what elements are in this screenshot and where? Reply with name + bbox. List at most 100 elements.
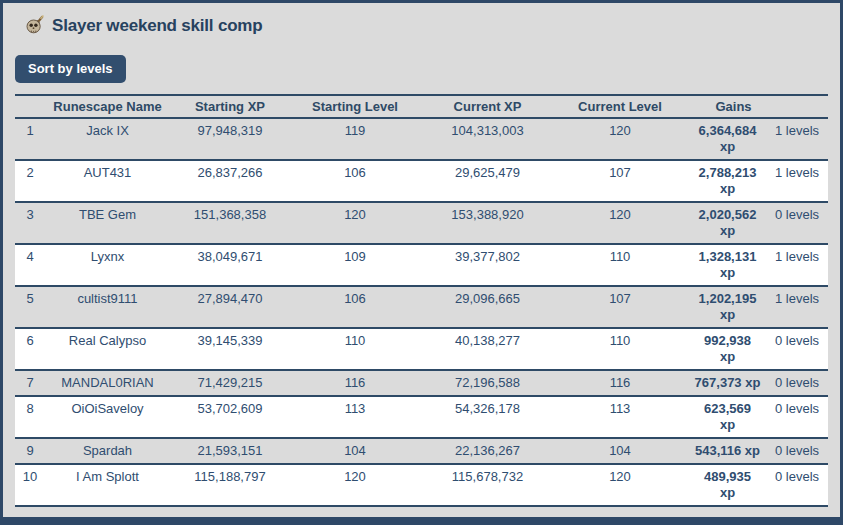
- starting-xp-cell: 71,429,215: [170, 370, 290, 396]
- table-row: 3 TBE Gem 151,368,358 120 153,388,920 12…: [15, 202, 828, 244]
- current-level-cell: 113: [555, 396, 685, 438]
- gains-xp-value: 6,364,684 xp: [687, 123, 768, 155]
- rank-cell: 7: [15, 370, 45, 396]
- gains-cell: 623,569 xp 0 levels: [685, 396, 828, 438]
- slayer-skill-icon: [25, 14, 45, 38]
- gains-cell: 1,202,195 xp 1 levels: [685, 286, 828, 328]
- column-header-rank: [15, 95, 45, 118]
- player-name-cell: MANDAL0RIAN: [45, 370, 170, 396]
- table-row: 1 Jack IX 97,948,319 119 104,313,003 120…: [15, 118, 828, 160]
- page-header: Slayer weekend skill comp: [3, 3, 840, 38]
- current-xp-cell: 54,326,178: [420, 396, 555, 438]
- column-header-gains: Gains: [685, 95, 828, 118]
- toolbar: Sort by levels: [3, 38, 840, 85]
- starting-level-cell: 106: [290, 286, 420, 328]
- rank-cell: 5: [15, 286, 45, 328]
- current-xp-cell: 40,138,277: [420, 328, 555, 370]
- current-level-cell: 120: [555, 118, 685, 160]
- player-name-cell: Real Calypso: [45, 328, 170, 370]
- gains-levels-value: 0 levels: [768, 375, 826, 391]
- player-name-cell: TBE Gem: [45, 202, 170, 244]
- gains-xp-value: 767,373 xp: [687, 375, 768, 391]
- player-name-cell: Jack IX: [45, 118, 170, 160]
- gains-xp-value: 623,569 xp: [687, 401, 768, 433]
- current-level-cell: 104: [555, 438, 685, 464]
- gains-levels-value: 1 levels: [768, 249, 826, 265]
- starting-xp-cell: 39,145,339: [170, 328, 290, 370]
- current-level-cell: 110: [555, 244, 685, 286]
- gains-levels-value: 0 levels: [768, 443, 826, 459]
- rank-cell: 8: [15, 396, 45, 438]
- current-level-cell: 120: [555, 202, 685, 244]
- starting-xp-cell: 97,948,319: [170, 118, 290, 160]
- starting-xp-cell: 27,894,470: [170, 286, 290, 328]
- table-header: Runescape Name Starting XP Starting Leve…: [15, 95, 828, 118]
- current-level-cell: 116: [555, 370, 685, 396]
- current-xp-cell: 39,377,802: [420, 244, 555, 286]
- table-row: 2 AUT431 26,837,266 106 29,625,479 107 2…: [15, 160, 828, 202]
- gains-levels-value: 1 levels: [768, 165, 826, 181]
- table-row: 4 Lyxnx 38,049,671 109 39,377,802 110 1,…: [15, 244, 828, 286]
- current-level-cell: 120: [555, 464, 685, 506]
- starting-xp-cell: 26,837,266: [170, 160, 290, 202]
- gains-cell: 767,373 xp 0 levels: [685, 370, 828, 396]
- starting-level-cell: 120: [290, 464, 420, 506]
- table-row: 6 Real Calypso 39,145,339 110 40,138,277…: [15, 328, 828, 370]
- gains-xp-value: 1,328,131 xp: [687, 249, 768, 281]
- player-name-cell: I Am Splott: [45, 464, 170, 506]
- starting-level-cell: 106: [290, 160, 420, 202]
- gains-cell: 489,935 xp 0 levels: [685, 464, 828, 506]
- gains-levels-value: 1 levels: [768, 123, 826, 139]
- starting-level-cell: 119: [290, 118, 420, 160]
- current-xp-cell: 115,678,732: [420, 464, 555, 506]
- current-xp-cell: 22,136,267: [420, 438, 555, 464]
- gains-cell: 992,938 xp 0 levels: [685, 328, 828, 370]
- starting-level-cell: 120: [290, 202, 420, 244]
- gains-xp-value: 489,935 xp: [687, 469, 768, 501]
- starting-level-cell: 104: [290, 438, 420, 464]
- rank-cell: 10: [15, 464, 45, 506]
- gains-levels-value: 0 levels: [768, 207, 826, 223]
- starting-xp-cell: 38,049,671: [170, 244, 290, 286]
- gains-cell: 543,116 xp 0 levels: [685, 438, 828, 464]
- gains-cell: 2,788,213 xp 1 levels: [685, 160, 828, 202]
- player-name-cell: cultist9111: [45, 286, 170, 328]
- table-row: 7 MANDAL0RIAN 71,429,215 116 72,196,588 …: [15, 370, 828, 396]
- gains-xp-value: 1,202,195 xp: [687, 291, 768, 323]
- gains-cell: 1,328,131 xp 1 levels: [685, 244, 828, 286]
- column-header-starting-level: Starting Level: [290, 95, 420, 118]
- table-body: 1 Jack IX 97,948,319 119 104,313,003 120…: [15, 118, 828, 506]
- sort-by-levels-button[interactable]: Sort by levels: [15, 55, 126, 83]
- gains-xp-value: 543,116 xp: [687, 443, 768, 459]
- table-row: 5 cultist9111 27,894,470 106 29,096,665 …: [15, 286, 828, 328]
- table-row: 8 OiOiSaveloy 53,702,609 113 54,326,178 …: [15, 396, 828, 438]
- starting-level-cell: 109: [290, 244, 420, 286]
- player-name-cell: OiOiSaveloy: [45, 396, 170, 438]
- rank-cell: 1: [15, 118, 45, 160]
- starting-level-cell: 113: [290, 396, 420, 438]
- starting-xp-cell: 115,188,797: [170, 464, 290, 506]
- gains-xp-value: 2,020,562 xp: [687, 207, 768, 239]
- table-row: 9 Spardah 21,593,151 104 22,136,267 104 …: [15, 438, 828, 464]
- gains-cell: 6,364,684 xp 1 levels: [685, 118, 828, 160]
- current-level-cell: 110: [555, 328, 685, 370]
- column-header-starting-xp: Starting XP: [170, 95, 290, 118]
- leaderboard-table: Runescape Name Starting XP Starting Leve…: [15, 94, 828, 507]
- rank-cell: 2: [15, 160, 45, 202]
- column-header-current-level: Current Level: [555, 95, 685, 118]
- player-name-cell: AUT431: [45, 160, 170, 202]
- gains-xp-value: 992,938 xp: [687, 333, 768, 365]
- starting-level-cell: 110: [290, 328, 420, 370]
- rank-cell: 4: [15, 244, 45, 286]
- current-xp-cell: 29,096,665: [420, 286, 555, 328]
- gains-levels-value: 0 levels: [768, 333, 826, 349]
- starting-xp-cell: 53,702,609: [170, 396, 290, 438]
- competition-page: Slayer weekend skill comp Sort by levels…: [0, 0, 843, 525]
- current-xp-cell: 104,313,003: [420, 118, 555, 160]
- gains-levels-value: 0 levels: [768, 401, 826, 417]
- player-name-cell: Spardah: [45, 438, 170, 464]
- rank-cell: 9: [15, 438, 45, 464]
- gains-levels-value: 0 levels: [768, 469, 826, 485]
- current-level-cell: 107: [555, 160, 685, 202]
- current-level-cell: 107: [555, 286, 685, 328]
